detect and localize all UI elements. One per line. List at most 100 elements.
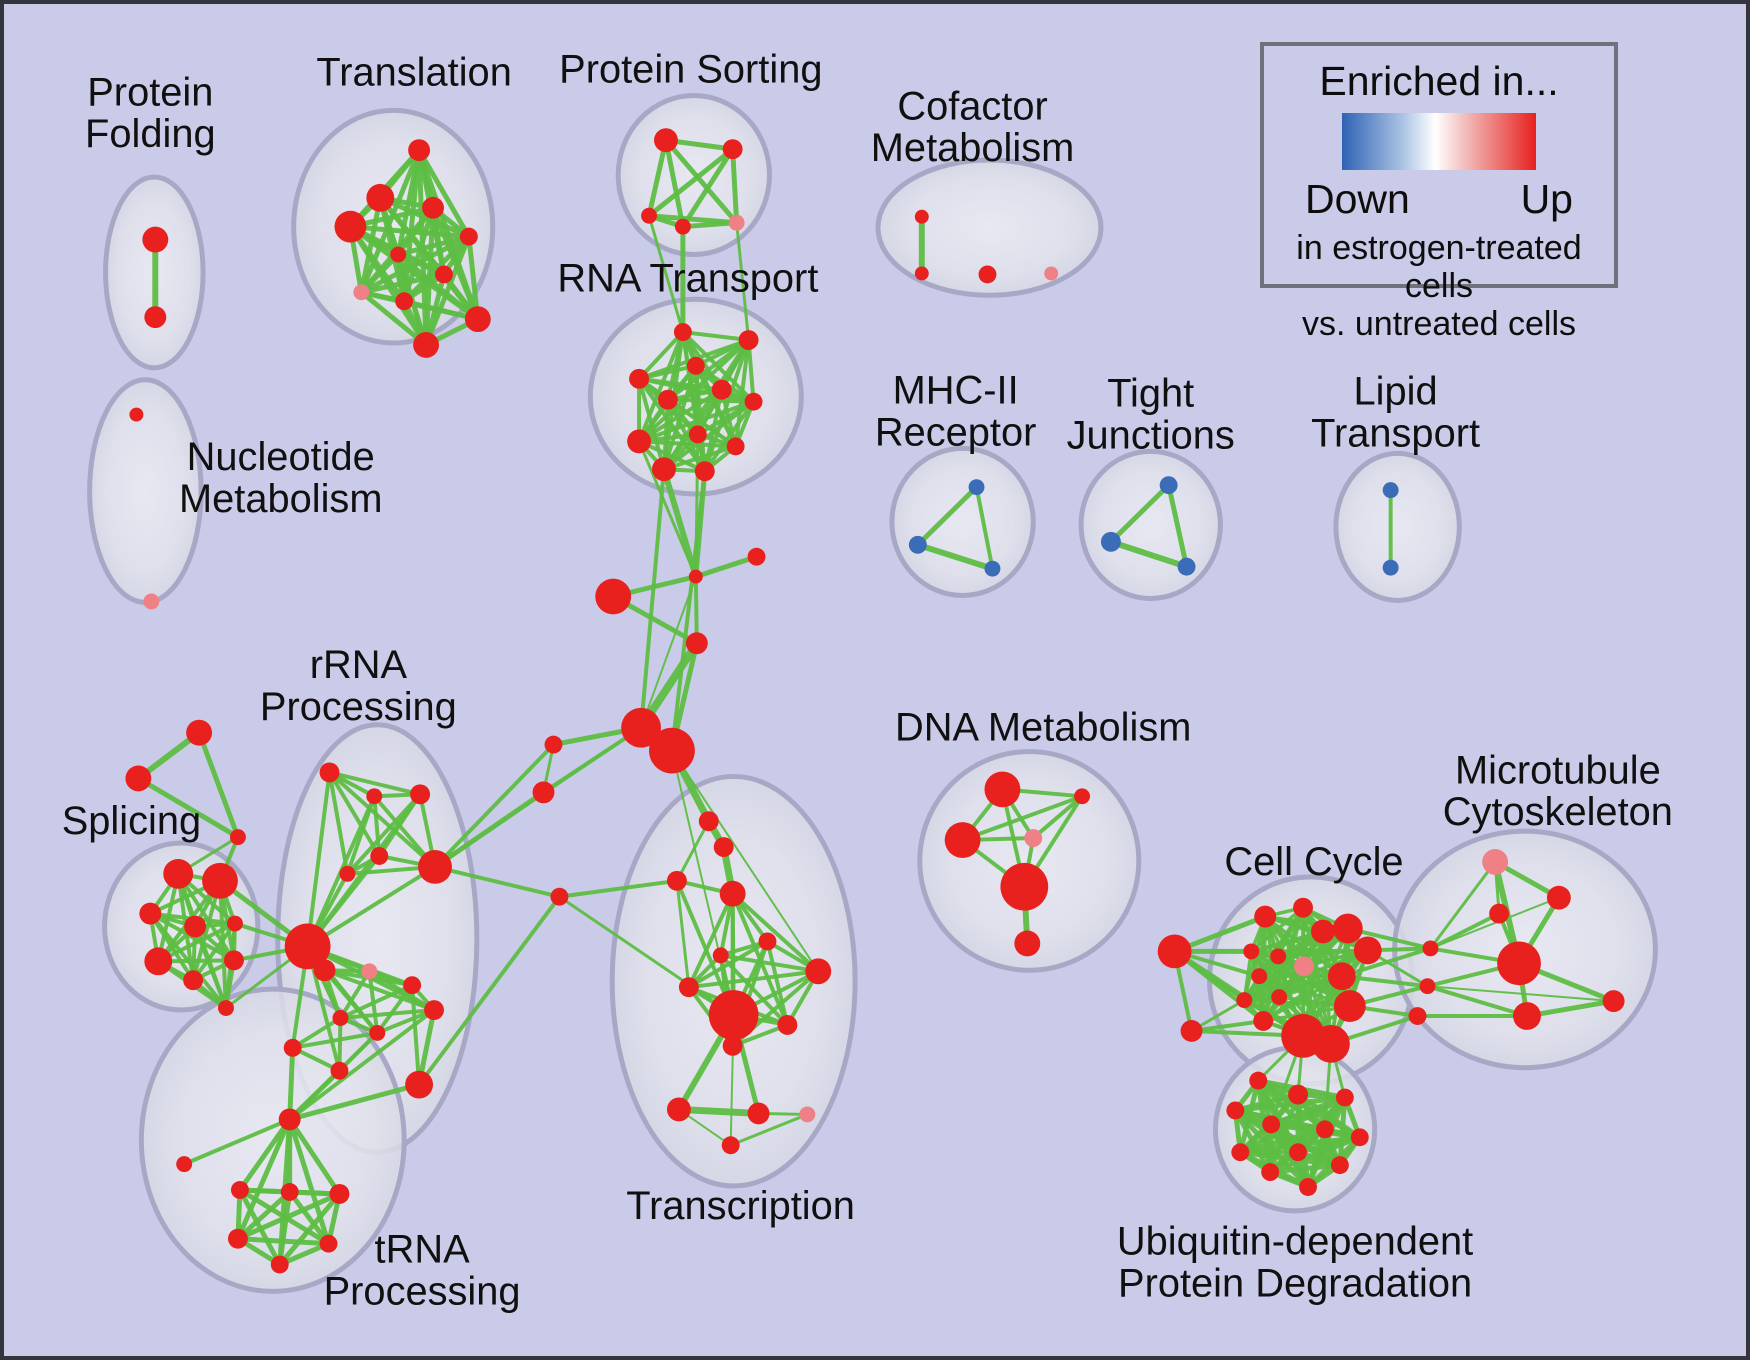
- network-node-cc2[interactable]: [1310, 919, 1335, 944]
- network-node-tn5[interactable]: [270, 1255, 289, 1274]
- network-node-sp4[interactable]: [226, 915, 243, 932]
- network-node-rt8[interactable]: [627, 429, 652, 454]
- network-node-dm5[interactable]: [1014, 930, 1041, 957]
- network-node-tx4[interactable]: [758, 932, 777, 951]
- network-node-cc3[interactable]: [1332, 913, 1363, 944]
- network-node-c0[interactable]: [688, 569, 703, 584]
- network-node-rt0[interactable]: [673, 323, 692, 342]
- network-node-rt2[interactable]: [686, 356, 705, 375]
- network-node-rr7[interactable]: [283, 1038, 302, 1057]
- network-node-rr5[interactable]: [361, 963, 378, 980]
- network-node-rr0[interactable]: [319, 762, 340, 783]
- network-node-dm2[interactable]: [944, 822, 981, 858]
- network-node-pf0[interactable]: [142, 226, 169, 253]
- network-node-rr4[interactable]: [339, 865, 356, 882]
- network-node-tn3[interactable]: [227, 1228, 248, 1249]
- network-node-tn_h[interactable]: [278, 1108, 301, 1131]
- network-node-rr9[interactable]: [369, 1024, 386, 1041]
- network-node-s0[interactable]: [544, 735, 563, 754]
- network-node-tx7[interactable]: [678, 977, 699, 998]
- network-node-txh[interactable]: [708, 990, 759, 1040]
- network-node-h0[interactable]: [621, 707, 661, 748]
- network-node-ub2[interactable]: [1335, 1088, 1354, 1107]
- network-node-cco2[interactable]: [1180, 1019, 1203, 1042]
- network-node-tr8[interactable]: [395, 292, 414, 311]
- network-node-tx9[interactable]: [722, 1035, 743, 1056]
- network-node-tr0[interactable]: [408, 139, 431, 162]
- network-node-rr1[interactable]: [366, 788, 383, 805]
- network-node-rt3[interactable]: [629, 368, 650, 389]
- network-node-mtc0[interactable]: [1422, 940, 1439, 957]
- network-node-tr10[interactable]: [413, 332, 440, 358]
- network-node-ub9[interactable]: [1330, 1156, 1349, 1175]
- network-node-pf1[interactable]: [144, 306, 167, 329]
- network-node-cf2[interactable]: [978, 265, 997, 284]
- network-node-sp7[interactable]: [223, 950, 244, 971]
- network-node-mtp[interactable]: [1482, 849, 1509, 875]
- network-node-c2[interactable]: [595, 578, 632, 615]
- network-node-tn1[interactable]: [280, 1183, 299, 1201]
- network-node-rt5[interactable]: [711, 379, 732, 400]
- network-node-tj1[interactable]: [1100, 531, 1121, 552]
- network-node-lt1[interactable]: [1382, 559, 1399, 576]
- network-node-ps0[interactable]: [654, 128, 678, 153]
- network-node-cc1[interactable]: [1293, 897, 1313, 918]
- network-node-lt0[interactable]: [1382, 482, 1399, 499]
- network-node-tn4[interactable]: [319, 1234, 338, 1253]
- network-node-tx1[interactable]: [713, 837, 734, 857]
- network-node-mtc1[interactable]: [1419, 978, 1436, 995]
- network-node-ub6[interactable]: [1350, 1128, 1369, 1147]
- network-node-rr2[interactable]: [410, 784, 431, 805]
- network-node-rr_t2[interactable]: [229, 829, 246, 846]
- network-node-tj2[interactable]: [1177, 557, 1196, 576]
- network-node-rrh[interactable]: [284, 923, 331, 970]
- network-node-cc12[interactable]: [1333, 990, 1366, 1022]
- network-node-tx6[interactable]: [805, 958, 832, 985]
- network-node-tx10[interactable]: [666, 1097, 691, 1122]
- network-node-tr7[interactable]: [353, 284, 370, 301]
- network-node-mt3[interactable]: [1602, 990, 1625, 1013]
- network-node-mh0[interactable]: [968, 479, 985, 496]
- network-node-tr3[interactable]: [422, 196, 444, 219]
- network-node-tr9[interactable]: [464, 306, 491, 333]
- network-node-tx2[interactable]: [666, 870, 687, 891]
- network-node-tx12[interactable]: [799, 1106, 816, 1123]
- network-node-tx0[interactable]: [698, 811, 719, 832]
- network-node-cf3[interactable]: [1044, 266, 1059, 281]
- network-node-rr_t0[interactable]: [186, 719, 213, 746]
- network-node-sp3[interactable]: [184, 915, 207, 938]
- network-node-tr2[interactable]: [334, 210, 367, 243]
- network-node-cf0[interactable]: [914, 209, 929, 224]
- network-node-ps4[interactable]: [728, 214, 745, 231]
- network-node-ps1[interactable]: [722, 139, 743, 160]
- network-node-cc7[interactable]: [1294, 956, 1314, 977]
- network-node-ps2[interactable]: [641, 207, 658, 224]
- network-node-tr1[interactable]: [366, 183, 395, 212]
- network-node-mt2[interactable]: [1513, 1002, 1541, 1030]
- network-node-dm4[interactable]: [1000, 862, 1049, 911]
- network-node-rr3[interactable]: [370, 847, 389, 865]
- network-node-tn0[interactable]: [230, 1181, 249, 1199]
- network-node-rr14[interactable]: [403, 976, 422, 995]
- network-node-sp2[interactable]: [139, 902, 162, 925]
- network-node-rr8[interactable]: [332, 1010, 349, 1026]
- network-node-rt10[interactable]: [652, 457, 676, 482]
- network-node-rt9[interactable]: [726, 437, 745, 456]
- network-node-rr15[interactable]: [405, 1070, 434, 1099]
- network-node-ub0[interactable]: [1249, 1071, 1268, 1090]
- network-node-cc0[interactable]: [1254, 905, 1277, 928]
- network-node-rt6[interactable]: [744, 392, 763, 411]
- network-node-rr10[interactable]: [330, 1061, 349, 1080]
- network-node-rt4[interactable]: [657, 389, 678, 410]
- network-node-s1[interactable]: [532, 781, 555, 804]
- network-node-ub4[interactable]: [1262, 1115, 1281, 1134]
- network-node-rt7[interactable]: [688, 425, 707, 444]
- network-node-nm0[interactable]: [129, 407, 144, 422]
- network-node-cc13[interactable]: [1253, 1011, 1274, 1031]
- network-node-rrh2[interactable]: [313, 959, 336, 982]
- network-node-tn_l[interactable]: [176, 1156, 193, 1173]
- network-node-sp0[interactable]: [163, 858, 194, 889]
- network-node-tx5[interactable]: [712, 947, 729, 964]
- network-node-cf1[interactable]: [914, 266, 929, 281]
- network-node-cc9[interactable]: [1327, 962, 1356, 991]
